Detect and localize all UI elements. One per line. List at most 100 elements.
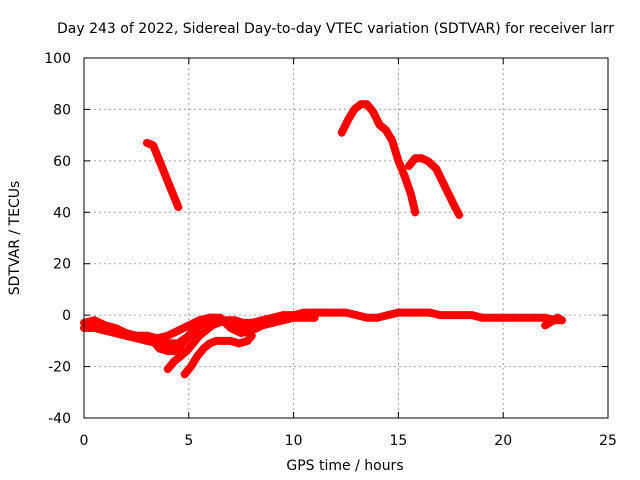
data-point-marker <box>381 126 390 134</box>
data-point-marker <box>337 128 346 137</box>
data-point-marker <box>352 311 361 320</box>
data-point-marker <box>214 318 223 327</box>
data-point-marker <box>455 210 464 219</box>
y-tick-label: 100 <box>44 51 71 67</box>
y-tick-label: 60 <box>53 154 71 170</box>
data-point-marker <box>417 154 426 163</box>
data-point-marker <box>444 190 453 199</box>
data-point-marker <box>279 316 288 325</box>
data-point-marker <box>172 347 181 356</box>
data-point-marker <box>237 329 246 338</box>
data-point-marker <box>450 203 459 212</box>
data-point-marker <box>184 331 193 340</box>
data-point-marker <box>457 311 466 320</box>
data-point-marker <box>100 326 109 335</box>
x-tick-label: 0 <box>80 433 89 449</box>
data-point-marker <box>545 318 554 327</box>
data-point-marker <box>247 331 256 340</box>
data-point-marker <box>488 313 497 322</box>
data-point-marker <box>375 120 384 129</box>
y-tick-label: 20 <box>53 257 71 273</box>
data-point-marker <box>400 172 409 181</box>
data-point-marker <box>230 316 239 325</box>
data-point-marker <box>549 316 558 325</box>
data-point-marker <box>180 370 189 379</box>
data-point-marker <box>184 321 193 330</box>
data-point-marker <box>163 339 172 348</box>
data-point-marker <box>438 177 447 186</box>
y-tick-label: 80 <box>53 102 71 118</box>
data-point-marker <box>541 313 550 322</box>
y-tick-label: 0 <box>62 308 71 324</box>
data-point-marker <box>404 308 413 317</box>
data-point-marker <box>300 313 309 322</box>
data-point-marker <box>155 344 164 353</box>
data-point-marker <box>541 321 550 330</box>
data-point-marker <box>226 336 235 345</box>
data-point-marker <box>331 308 340 317</box>
data-point-marker <box>207 321 216 330</box>
data-point-marker <box>155 156 164 165</box>
y-tick-label: -40 <box>48 411 71 427</box>
data-point-marker <box>373 313 382 322</box>
data-point-marker <box>121 331 130 340</box>
data-point-marker <box>188 339 197 348</box>
data-point-marker <box>163 347 172 356</box>
data-point-marker <box>195 331 204 340</box>
data-point-marker <box>168 187 177 196</box>
y-axis-label: SDTVAR / TECUs <box>7 181 23 296</box>
y-tick-label: -20 <box>48 360 71 376</box>
data-point-marker <box>142 138 151 147</box>
data-point-marker <box>174 203 183 212</box>
data-point-marker <box>149 141 158 150</box>
data-point-marker <box>446 311 455 320</box>
data-point-marker <box>226 324 235 332</box>
data-point-marker <box>415 308 424 317</box>
series-line-arc-high-a <box>142 138 183 212</box>
data-point-marker <box>197 318 206 327</box>
data-point-marker <box>478 313 487 322</box>
x-axis-label: GPS time / hours <box>286 458 403 474</box>
data-point-marker <box>201 326 210 335</box>
data-point-marker <box>289 313 298 322</box>
data-point-marker <box>174 326 183 335</box>
data-point-marker <box>163 331 172 340</box>
data-point-marker <box>191 324 200 332</box>
x-tick-label: 10 <box>285 433 303 449</box>
grid <box>84 58 608 418</box>
series-line-arc-baseline-upper <box>80 308 566 343</box>
data-point-marker <box>499 313 508 322</box>
data-point-marker <box>411 208 420 217</box>
axes: 0 5 10 15 20 25 -40 -20 0 20 40 60 80 100 <box>44 51 617 449</box>
data-point-marker <box>404 162 413 170</box>
data-point-marker <box>243 336 252 345</box>
plot-frame <box>83 57 609 419</box>
data-point-marker <box>90 324 99 332</box>
data-point-marker <box>383 311 392 320</box>
data-point-marker <box>467 311 476 320</box>
data-point-marker <box>268 318 277 327</box>
data-point-marker <box>193 352 202 361</box>
series-line-arc-high-b <box>337 100 420 217</box>
data-point-marker <box>132 334 141 343</box>
x-tick-label: 25 <box>599 433 617 449</box>
data-point-marker <box>90 316 99 325</box>
x-tick-label: 20 <box>494 433 512 449</box>
data-point-marker <box>178 339 187 348</box>
data-point-marker <box>530 313 539 322</box>
data-point-marker <box>161 172 170 181</box>
data-point-marker <box>425 308 434 317</box>
data-point-marker <box>350 105 359 114</box>
data-point-marker <box>423 156 432 165</box>
data-point-marker <box>406 190 415 199</box>
chart-title: Day 243 of 2022, Sidereal Day-to-day VTE… <box>57 21 614 37</box>
data-point-marker <box>182 347 191 356</box>
data-point-marker <box>170 357 179 366</box>
data-point-marker <box>149 336 158 345</box>
data-point-marker <box>253 318 262 327</box>
data-point-marker <box>342 308 350 317</box>
data-point-marker <box>520 313 529 322</box>
data-point-marker <box>509 313 518 322</box>
x-tick-label: 5 <box>184 433 193 449</box>
